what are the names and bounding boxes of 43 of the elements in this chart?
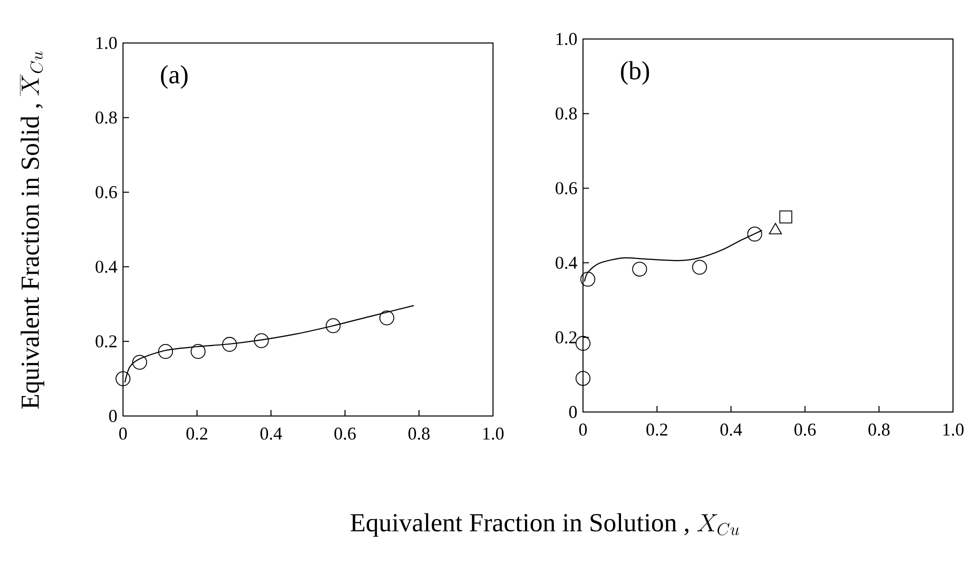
point <box>580 272 596 287</box>
point <box>254 333 269 348</box>
point <box>692 260 708 275</box>
annotation: (b) <box>620 61 650 85</box>
point <box>326 318 341 334</box>
x-tick-label: 0 <box>579 424 587 436</box>
point <box>576 336 590 351</box>
annotation: (a) <box>160 65 188 89</box>
point <box>222 336 238 352</box>
point <box>632 262 648 277</box>
x-tick-label: 0.6 <box>334 428 356 440</box>
x-tick-label: 0.2 <box>646 424 668 436</box>
y-tick-label: 0.8 <box>96 111 117 124</box>
y-tick-label: 0.4 <box>556 256 578 269</box>
point <box>747 226 762 242</box>
x-tick-label: 0.4 <box>260 428 282 440</box>
y-tick-label: 0 <box>569 406 577 418</box>
y-tick-label: 0.2 <box>96 335 116 348</box>
point <box>379 310 394 326</box>
point <box>116 371 130 386</box>
y-tick-label: 1.0 <box>556 32 577 46</box>
point <box>190 344 206 359</box>
x-tick-label: 0.8 <box>868 424 890 436</box>
y-tick-label: 0 <box>109 410 117 422</box>
point <box>158 344 174 359</box>
y-tick-label: 0.6 <box>96 186 117 198</box>
x-tick-label: 0.4 <box>720 424 742 436</box>
y-tick-label: 0.8 <box>556 107 577 120</box>
x-tick-label: 1.0 <box>943 424 964 436</box>
y-tick-label: 0.4 <box>96 260 118 273</box>
x-axis-title: $\mbox{Equivalent Fraction in Solution , }X_{Cu}$ <box>350 513 740 537</box>
y-tick-label: 1.0 <box>96 36 117 50</box>
x-tick-label: 0 <box>119 428 127 440</box>
x-tick-label: 0.8 <box>408 428 430 440</box>
x-tick-label: 0.6 <box>794 424 816 436</box>
point <box>779 210 792 224</box>
x-tick-label: 1.0 <box>483 428 504 440</box>
x-tick-label: 0.2 <box>186 428 208 440</box>
y-axis-title: $\mbox{Equivalent Fraction in Solid , }\overline{X}_{Cu}$ <box>20 51 44 409</box>
y-tick-label: 0.6 <box>556 182 577 194</box>
y-tick-label: 0.2 <box>556 331 576 344</box>
point <box>576 370 590 386</box>
point <box>132 354 148 370</box>
